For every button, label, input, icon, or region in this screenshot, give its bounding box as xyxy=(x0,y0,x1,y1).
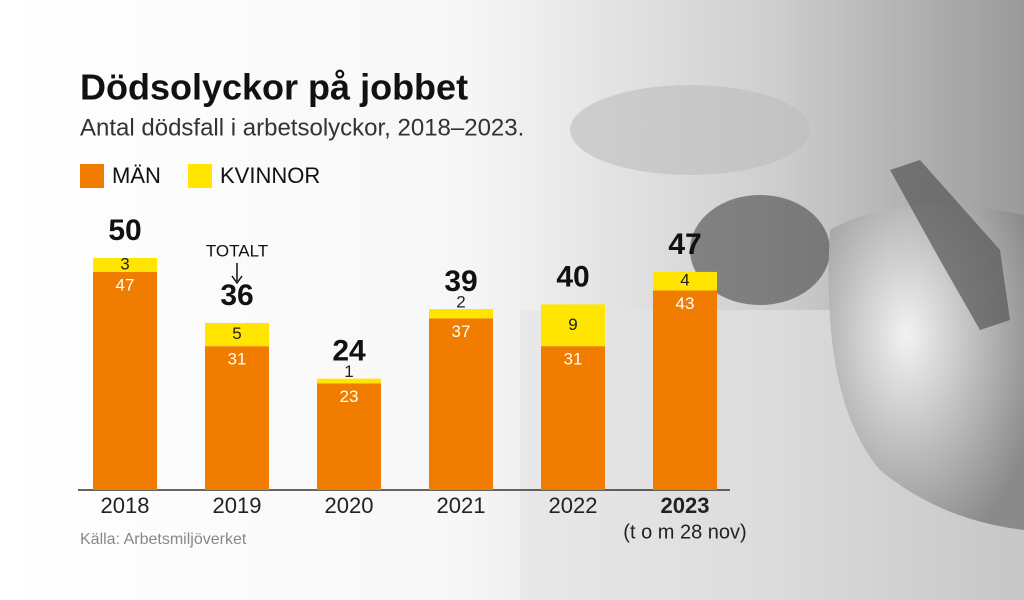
value-label: 4 xyxy=(680,271,689,290)
total-label: 36 xyxy=(220,279,253,312)
x-tick-label: 2019 xyxy=(213,493,262,518)
legend-swatch xyxy=(80,164,104,188)
bar-segment xyxy=(93,258,157,272)
note: (t o m 28 nov) xyxy=(623,521,746,543)
bar-segment xyxy=(653,290,717,490)
total-label: 47 xyxy=(668,228,701,261)
photo-shape xyxy=(570,85,810,175)
bar-segment xyxy=(317,383,381,490)
bar-segment xyxy=(429,309,493,319)
value-label: 37 xyxy=(452,322,471,341)
bar-segment xyxy=(541,304,605,347)
legend-swatch xyxy=(188,164,212,188)
bar-segment xyxy=(93,271,157,490)
value-label: 1 xyxy=(344,362,353,381)
value-label: 23 xyxy=(340,387,359,406)
x-tick-label: 2022 xyxy=(549,493,598,518)
total-label: 50 xyxy=(108,214,141,247)
value-label: 9 xyxy=(568,315,577,334)
total-label: 39 xyxy=(444,265,477,298)
total-label: 24 xyxy=(332,335,366,368)
bar-segment xyxy=(429,318,493,490)
x-tick-label: 2023 xyxy=(661,493,710,518)
value-label: 3 xyxy=(120,254,129,273)
legend-label: MÄN xyxy=(112,163,161,188)
bar-segment xyxy=(205,322,269,347)
legend-label: KVINNOR xyxy=(220,163,320,188)
annotation-arrow xyxy=(231,275,243,285)
helmet-strap xyxy=(890,160,1010,330)
x-tick-label: 2018 xyxy=(101,493,150,518)
total-label: 40 xyxy=(556,260,589,293)
value-label: 5 xyxy=(232,324,241,343)
value-label: 31 xyxy=(564,350,583,369)
photo-shape xyxy=(690,195,830,305)
bar-segment xyxy=(541,346,605,490)
value-label: 2 xyxy=(456,293,465,312)
chart-subtitle: Antal dödsfall i arbetsolyckor, 2018–202… xyxy=(80,114,524,141)
bar-segment xyxy=(205,346,269,490)
bar-segment xyxy=(653,271,717,291)
value-label: 47 xyxy=(116,275,135,294)
bar-segment xyxy=(317,378,381,384)
x-tick-label: 2020 xyxy=(325,493,374,518)
value-label: 43 xyxy=(676,294,695,313)
source: Källa: Arbetsmiljöverket xyxy=(80,531,247,548)
chart-title: Dödsolyckor på jobbet xyxy=(80,67,468,108)
value-label: 31 xyxy=(228,350,247,369)
annotation: TOTALT xyxy=(206,241,268,260)
x-tick-label: 2021 xyxy=(437,493,486,518)
